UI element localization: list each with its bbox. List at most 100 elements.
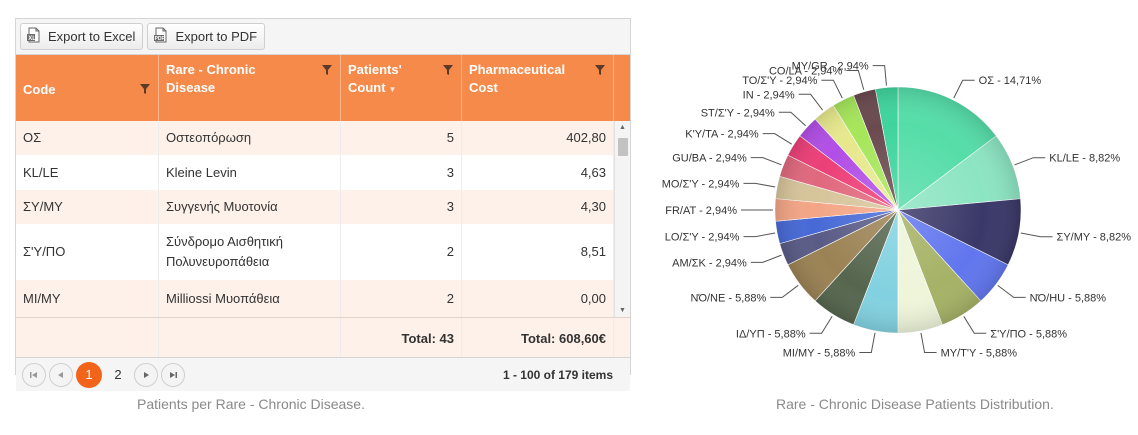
pie-slice-label: KL/LE - 8,82% xyxy=(1049,153,1120,165)
export-excel-button[interactable]: XL Export to Excel xyxy=(20,23,144,50)
first-page-button[interactable] xyxy=(22,362,46,387)
cost-total: Total: 608,60€ xyxy=(462,318,614,358)
pie-leader-line xyxy=(953,79,975,99)
pie-leader-line xyxy=(963,316,987,334)
cell-cost: 0,00 xyxy=(462,280,614,317)
table-row[interactable]: KL/LE Kleine Levin 3 4,63 xyxy=(16,155,614,190)
column-header-disease-line1: Rare - Chronic xyxy=(166,62,256,77)
cell-cost: 4,30 xyxy=(462,190,614,224)
count-total: Total: 43 xyxy=(341,318,462,358)
pie-leader-line xyxy=(997,284,1026,298)
pie-slice-label: ΣΥ/ΜΥ - 8,82% xyxy=(1057,232,1132,244)
previous-page-button[interactable] xyxy=(49,362,73,387)
pie-chart: ΟΣ - 14,71% KL/LE - 8,82% ΣΥ/ΜΥ - 8,82% ΝΌ/… xyxy=(662,61,1132,360)
pie-leader-line xyxy=(1014,157,1046,166)
table-row[interactable]: Σ'Υ/ΠΟ Σύνδρομο Αισθητική Πολυνευροπάθει… xyxy=(16,224,614,280)
pie-leader-line xyxy=(778,111,806,127)
column-header-code-label: Code xyxy=(23,82,56,97)
pager-info: 1 - 100 of 179 items xyxy=(502,368,613,382)
page-1-button[interactable]: 1 xyxy=(76,361,102,388)
pie-leader-line xyxy=(809,315,833,334)
pie-slice-label: Κ'Υ/ΤΑ - 2,94% xyxy=(685,129,759,141)
scroll-up-icon[interactable]: ▲ xyxy=(619,124,626,131)
pie-leader-line xyxy=(872,65,887,86)
pie-slice-label: ΝΌ/ΝΕ - 5,88% xyxy=(691,292,767,304)
next-page-button[interactable] xyxy=(134,362,158,387)
previous-page-icon xyxy=(58,371,63,378)
vertical-scrollbar[interactable]: ▲ ▼ xyxy=(614,121,630,317)
svg-text:XL: XL xyxy=(28,36,36,42)
pie-slice-label: ΙΝ - 2,94% xyxy=(743,89,795,101)
svg-text:PDF: PDF xyxy=(155,36,165,42)
scroll-down-icon[interactable]: ▼ xyxy=(619,307,626,314)
cell-code: KL/LE xyxy=(16,155,159,190)
cell-count: 2 xyxy=(341,224,462,280)
next-page-icon xyxy=(144,371,149,378)
cell-cost: 4,63 xyxy=(462,155,614,190)
pie-leader-line xyxy=(750,254,782,263)
pie-slice-label: GU/BA - 2,94% xyxy=(672,153,747,165)
pie-slice-label: ΜΥ/Τ'Υ - 5,88% xyxy=(941,348,1018,360)
cell-count: 3 xyxy=(341,190,462,224)
grid-header: Code Rare - Chronic Disease Patients' Co… xyxy=(16,55,630,121)
column-header-disease-line2: Disease xyxy=(166,80,216,95)
pie-slice-label: ΜΙ/ΜΥ - 5,88% xyxy=(783,348,856,360)
cell-code: ΣΥ/ΜΥ xyxy=(16,190,159,224)
export-excel-label: Export to Excel xyxy=(48,29,136,44)
column-header-count-line2: Count xyxy=(348,80,386,95)
pie-leader-line xyxy=(762,133,792,145)
filter-icon[interactable] xyxy=(442,64,454,76)
pie-slice-label: ΤΟ/Σ'Υ - 2,94% xyxy=(742,75,817,87)
sort-descending-icon: ▼ xyxy=(388,85,397,94)
cell-cost: 8,51 xyxy=(462,224,614,280)
pie-slice-label: Σ'Υ/ΠΟ - 5,88% xyxy=(990,328,1067,340)
pie-slice-label: ST/Σ'Υ - 2,94% xyxy=(701,107,775,119)
pie-leader-line xyxy=(743,232,776,238)
page-2-button[interactable]: 2 xyxy=(114,367,122,382)
filter-icon[interactable] xyxy=(321,64,333,76)
cell-cost: 402,80 xyxy=(462,121,614,155)
column-header-disease[interactable]: Rare - Chronic Disease xyxy=(159,55,341,121)
pie-leader-line xyxy=(846,70,865,90)
first-page-icon xyxy=(30,371,37,378)
table-caption: Patients per Rare - Chronic Disease. xyxy=(137,396,365,412)
pie-leader-line xyxy=(798,93,824,111)
cell-disease-line2: Πολυνευροπάθεια xyxy=(166,254,270,269)
column-header-cost[interactable]: Pharmaceutical Cost xyxy=(462,55,614,121)
pie-slice-label: ΜΥ/GR - 2,94% xyxy=(792,61,869,73)
table-row[interactable]: ΜΙ/ΜΥ Milliossi Μυοπάθεια 2 0,00 xyxy=(16,280,614,317)
table-row[interactable]: ΣΥ/ΜΥ Συγγενής Μυοτονία 3 4,30 xyxy=(16,190,614,224)
cell-disease: Οστεοπόρωση xyxy=(159,121,341,155)
filter-icon[interactable] xyxy=(594,64,606,76)
column-header-code[interactable]: Code xyxy=(16,55,159,121)
grid-footer: Total: 43 Total: 608,60€ xyxy=(16,317,630,358)
excel-file-icon: XL xyxy=(26,27,42,46)
cell-count: 5 xyxy=(341,121,462,155)
pie-slice-label: ΑΜ/ΣΚ - 2,94% xyxy=(672,257,747,269)
cell-disease: Milliossi Μυοπάθεια xyxy=(159,280,341,317)
cell-code: ΜΙ/ΜΥ xyxy=(16,280,159,317)
patients-grid: XL Export to Excel PDF Export to PDF Cod… xyxy=(15,18,631,391)
cell-disease-line1: Σύνδρομο Αισθητική xyxy=(166,234,283,249)
cell-disease: Σύνδρομο Αισθητική Πολυνευροπάθεια xyxy=(159,224,341,280)
grid-body: ΟΣ Οστεοπόρωση 5 402,80 KL/LE Kleine Lev… xyxy=(16,121,630,317)
cell-count: 2 xyxy=(341,280,462,317)
column-header-count[interactable]: Patients' Count ▼ xyxy=(341,55,462,121)
pie-leader-line xyxy=(821,79,843,99)
last-page-button[interactable] xyxy=(161,362,185,387)
scrollbar-thumb[interactable] xyxy=(618,138,628,156)
pdf-file-icon: PDF xyxy=(153,27,169,46)
grid-toolbar: XL Export to Excel PDF Export to PDF xyxy=(16,19,630,55)
cell-disease: Kleine Levin xyxy=(159,155,341,190)
pie-slice-label: LO/Σ'Υ - 2,94% xyxy=(665,232,740,244)
column-header-cost-line1: Pharmaceutical xyxy=(469,62,566,77)
filter-icon[interactable] xyxy=(139,83,151,95)
pie-slice-label: FR/AT - 2,94% xyxy=(665,205,737,217)
pie-leader-line xyxy=(750,157,782,166)
pie-slice-label: ΝΌ/HU - 5,88% xyxy=(1030,292,1107,304)
export-pdf-button[interactable]: PDF Export to PDF xyxy=(147,23,266,50)
pie-leader-line xyxy=(743,182,776,188)
column-header-cost-line2: Cost xyxy=(469,80,498,95)
table-row[interactable]: ΟΣ Οστεοπόρωση 5 402,80 xyxy=(16,121,614,155)
pie-slice-label: ΜΟ/Σ'Υ - 2,94% xyxy=(662,178,740,190)
